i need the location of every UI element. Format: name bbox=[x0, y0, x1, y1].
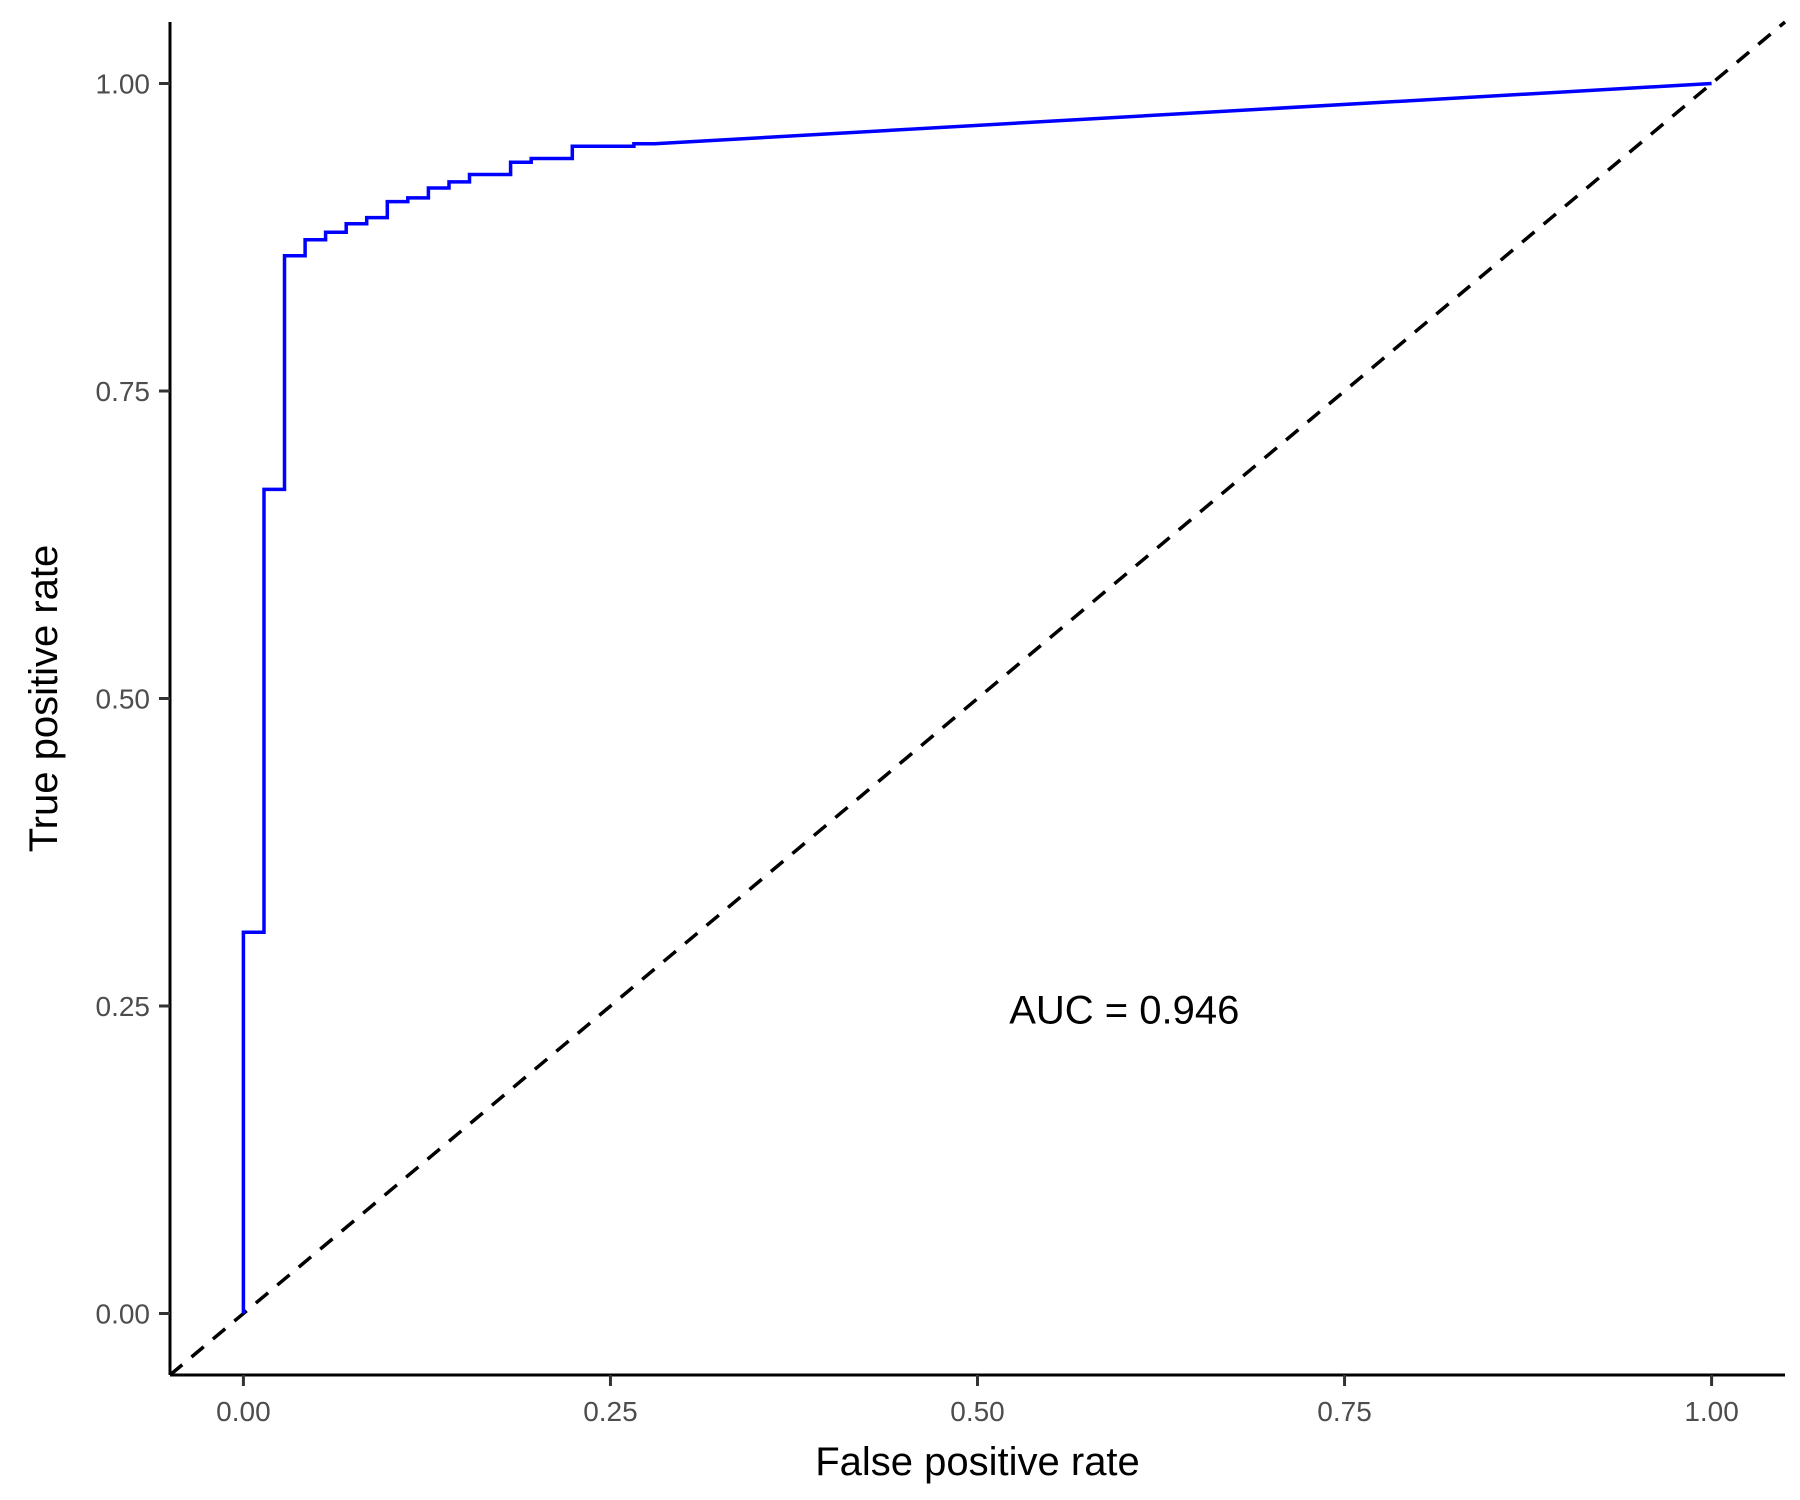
y-tick-label: 1.00 bbox=[96, 69, 151, 100]
x-tick-label: 1.00 bbox=[1684, 1396, 1739, 1427]
y-axis-ticks: 0.00 0.25 0.50 0.75 1.00 bbox=[96, 69, 170, 1330]
x-tick-label: 0.25 bbox=[583, 1396, 638, 1427]
x-tick-label: 0.75 bbox=[1317, 1396, 1372, 1427]
auc-annotation: AUC = 0.946 bbox=[1009, 989, 1239, 1033]
y-tick-label: 0.50 bbox=[96, 684, 151, 715]
roc-curve-line bbox=[241, 81, 1712, 1314]
y-tick-label: 0.75 bbox=[96, 376, 151, 407]
y-tick-label: 0.00 bbox=[96, 1299, 151, 1330]
reference-diagonal-line bbox=[168, 20, 1787, 1377]
y-axis-title: True positive rate bbox=[22, 545, 66, 853]
x-tick-label: 0.00 bbox=[216, 1396, 271, 1427]
plot-marks bbox=[168, 20, 1787, 1377]
x-axis-ticks: 0.00 0.25 0.50 0.75 1.00 bbox=[216, 1375, 1739, 1427]
x-axis-title: False positive rate bbox=[815, 1440, 1140, 1484]
y-tick-label: 0.25 bbox=[96, 991, 151, 1022]
x-tick-label: 0.50 bbox=[950, 1396, 1005, 1427]
